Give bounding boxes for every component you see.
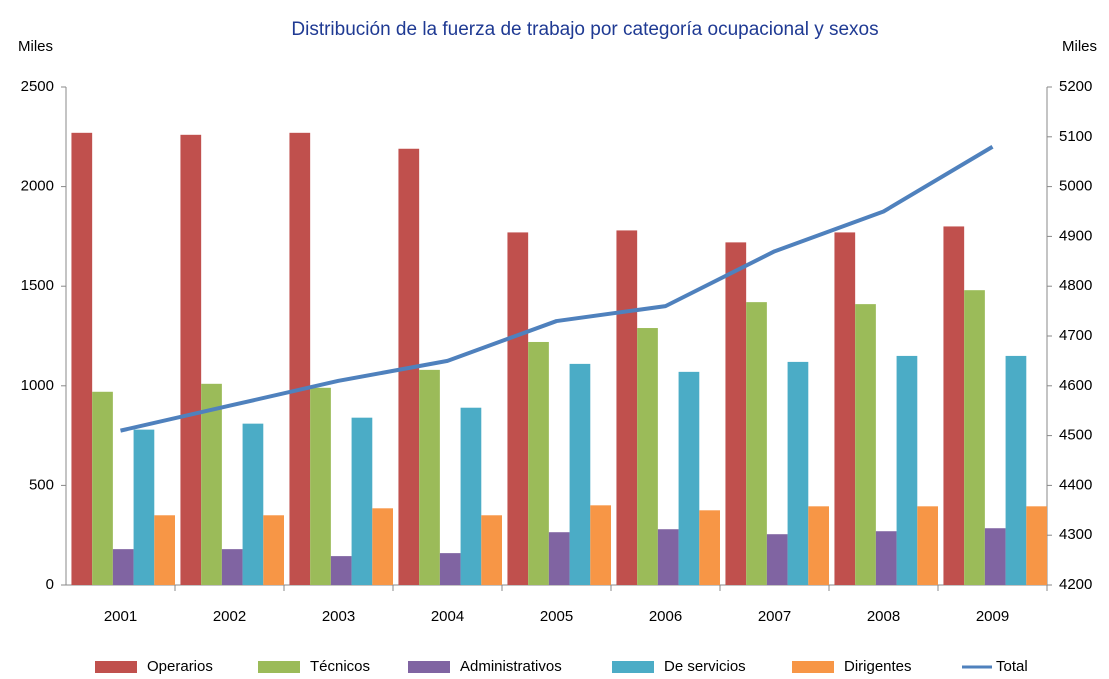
legend-swatch <box>95 661 137 673</box>
bar <box>460 407 482 585</box>
bar <box>263 515 284 585</box>
bar <box>808 506 829 585</box>
bar <box>351 417 373 585</box>
bar <box>154 515 175 585</box>
x-tick-label: 2004 <box>431 608 464 625</box>
bar <box>92 391 113 585</box>
x-tick-label: 2009 <box>976 608 1009 625</box>
bar <box>964 290 985 585</box>
y2-tick-label: 5100 <box>1059 128 1092 145</box>
legend-label: Dirigentes <box>844 658 912 675</box>
legend-swatch <box>258 661 300 673</box>
bar <box>875 531 897 585</box>
x-tick-label: 2006 <box>649 608 682 625</box>
y2-tick-label: 5200 <box>1059 78 1092 95</box>
bar <box>943 226 965 585</box>
x-tick-label: 2002 <box>213 608 246 625</box>
legend-label: Operarios <box>147 658 213 675</box>
bar <box>528 341 549 585</box>
y2-tick-label: 4900 <box>1059 227 1092 244</box>
bar <box>766 534 788 585</box>
bar <box>725 242 747 585</box>
bar <box>787 361 809 585</box>
y-tick-label: 2500 <box>21 78 54 95</box>
x-tick-label: 2001 <box>104 608 137 625</box>
line-series <box>120 145 994 433</box>
y2-tick-label: 4200 <box>1059 576 1092 593</box>
y2-tick-label: 4700 <box>1059 327 1092 344</box>
bar <box>984 528 1006 585</box>
y-tick-label: 1500 <box>21 277 54 294</box>
x-tick-label: 2007 <box>758 608 791 625</box>
legend-label: Total <box>996 658 1028 675</box>
legend-label: De servicios <box>664 658 746 675</box>
bar <box>372 508 393 585</box>
bar <box>1026 506 1047 585</box>
bar <box>507 232 529 585</box>
y2-tick-label: 4500 <box>1059 427 1092 444</box>
bar <box>221 549 243 585</box>
bar <box>481 515 502 585</box>
y2-axis-label: Miles <box>1062 38 1097 55</box>
y2-tick-label: 4300 <box>1059 526 1092 543</box>
bar <box>896 355 918 585</box>
bar <box>310 387 331 585</box>
legend-swatch <box>408 661 450 673</box>
bar <box>289 132 311 586</box>
bar <box>548 532 570 585</box>
bar <box>439 553 461 585</box>
y-tick-label: 2000 <box>21 178 54 195</box>
y2-tick-label: 4400 <box>1059 476 1092 493</box>
legend-swatch <box>792 661 834 673</box>
y-axis-label: Miles <box>18 38 53 55</box>
bar <box>419 369 440 585</box>
bar <box>834 232 856 585</box>
x-tick-label: 2005 <box>540 608 573 625</box>
bar <box>590 505 611 585</box>
bar <box>71 132 93 586</box>
bar <box>678 371 700 585</box>
bar <box>112 549 134 585</box>
y2-tick-label: 4600 <box>1059 377 1092 394</box>
y-tick-label: 0 <box>46 576 54 593</box>
bar <box>242 423 264 585</box>
bar <box>1005 355 1027 585</box>
legend-label: Administrativos <box>460 658 562 675</box>
bar <box>180 134 202 586</box>
bar <box>746 302 767 585</box>
y-tick-label: 500 <box>29 476 54 493</box>
y2-tick-label: 5000 <box>1059 178 1092 195</box>
bar <box>917 506 938 585</box>
bar <box>569 363 591 585</box>
bar <box>657 529 679 585</box>
bar <box>637 328 658 585</box>
bar <box>330 556 352 585</box>
x-tick-label: 2008 <box>867 608 900 625</box>
bar <box>855 304 876 585</box>
chart-title: Distribución de la fuerza de trabajo por… <box>291 19 878 40</box>
legend-swatch <box>612 661 654 673</box>
legend-label: Técnicos <box>310 658 370 675</box>
x-tick-label: 2003 <box>322 608 355 625</box>
y2-tick-label: 4800 <box>1059 277 1092 294</box>
bar <box>699 510 720 585</box>
bar <box>616 230 638 585</box>
bar <box>201 383 222 585</box>
bar <box>133 429 155 585</box>
y-tick-label: 1000 <box>21 377 54 394</box>
